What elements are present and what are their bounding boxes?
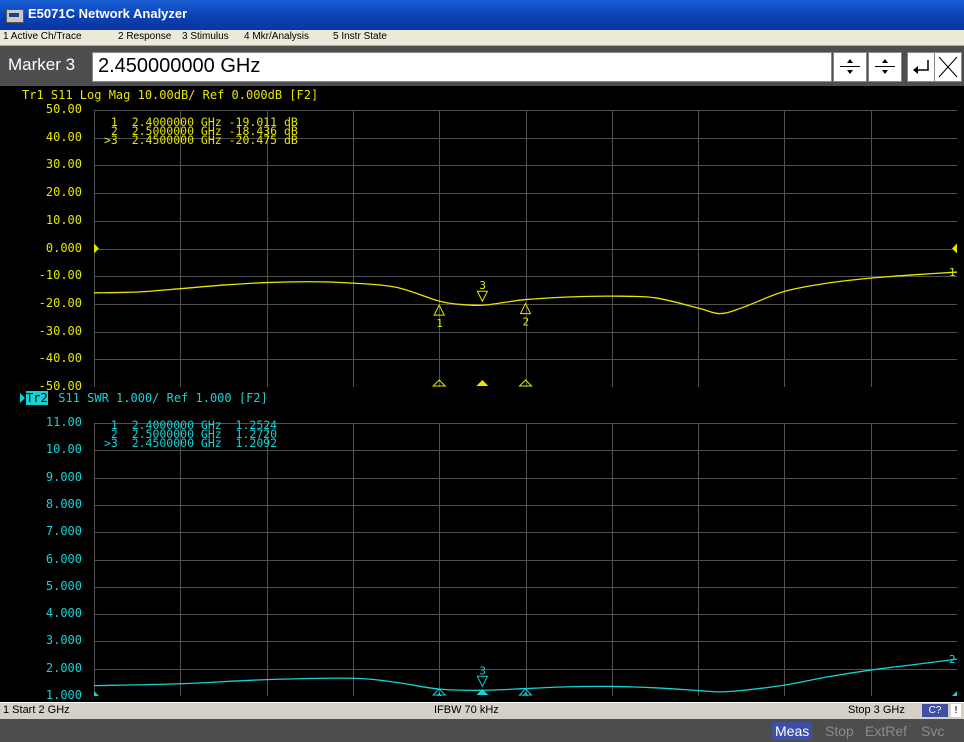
y-tick-label: 2.000 xyxy=(45,660,82,675)
trace-line xyxy=(94,271,957,315)
y-tick-label: 3.000 xyxy=(45,633,82,648)
trace1-marker-1-readout: 1 2.4000000 GHz -19.011 dB xyxy=(104,115,298,129)
menu-active-ch-trace[interactable]: 1 Active Ch/Trace xyxy=(3,31,82,42)
coarse-spin-button[interactable] xyxy=(833,52,867,82)
y-tick-label: 20.00 xyxy=(45,185,82,200)
menu-instr-state[interactable]: 5 Instr State xyxy=(333,31,387,42)
trace2-marker-3-readout: >3 2.4500000 GHz 1.2092 xyxy=(104,436,278,450)
y-tick-label: 5.000 xyxy=(45,578,82,593)
marker-3-triangle xyxy=(476,290,489,303)
ifbw-setting[interactable]: IFBW 70 kHz xyxy=(434,704,499,716)
marker-position-indicator xyxy=(476,689,489,695)
y-tick-label: 0.000 xyxy=(45,240,82,255)
marker-3-label: 3 xyxy=(479,279,486,292)
marker-2-label: 2 xyxy=(523,316,530,329)
reference-line-right-marker xyxy=(952,691,957,696)
marker-position-indicator xyxy=(518,688,533,696)
trace2-marker-2-readout: 2 2.5000000 GHz 1.2720 xyxy=(104,427,278,441)
y-tick-label: 1.000 xyxy=(45,688,82,702)
stop-frequency[interactable]: Stop 3 GHz xyxy=(848,704,905,716)
down-arrow-icon xyxy=(847,70,853,74)
y-tick-label: -30.00 xyxy=(38,323,82,338)
trace1-plot[interactable]: 1 1 2 3 xyxy=(94,110,957,387)
marker-position-indicator xyxy=(476,380,489,386)
marker-position-indicator xyxy=(431,688,447,696)
marker-1-triangle xyxy=(433,304,446,316)
trace1-header[interactable]: Tr1 S11 Log Mag 10.00dB/ Ref 0.000dB [F2… xyxy=(22,88,319,102)
y-tick-label: 4.000 xyxy=(45,606,82,621)
y-tick-label: 10.00 xyxy=(45,212,82,227)
y-tick-label: -50.00 xyxy=(38,379,82,393)
entry-bar: Marker 3 2.450000000 GHz xyxy=(0,46,964,86)
close-entry-button[interactable] xyxy=(934,52,962,82)
trace2-marker-1-readout: 1 2.4000000 GHz 1.2524 xyxy=(104,418,278,432)
y-tick-label: 7.000 xyxy=(45,524,82,539)
trace1-marker-3-readout: >3 2.4500000 GHz -20.475 dB xyxy=(104,133,298,147)
marker-position-indicator xyxy=(431,379,447,387)
window-title: E5071C Network Analyzer xyxy=(28,6,188,21)
reference-line-right-marker xyxy=(952,243,957,254)
app-icon xyxy=(6,9,24,23)
reference-line-left-marker xyxy=(94,691,99,696)
marker-2-triangle xyxy=(519,302,532,315)
y-tick-label: -10.00 xyxy=(38,268,82,283)
reference-line-left-marker xyxy=(94,243,99,254)
y-tick-label: 8.000 xyxy=(45,496,82,511)
menu-bar: 1 Active Ch/Trace 2 Response 3 Stimulus … xyxy=(0,30,964,46)
marker-1-label: 1 xyxy=(436,317,443,330)
y-tick-label: 50.00 xyxy=(45,102,82,116)
active-trace-pointer-icon xyxy=(20,393,25,403)
y-tick-label: -40.00 xyxy=(38,351,82,366)
title-bar: E5071C Network Analyzer xyxy=(0,0,964,30)
trace2-header[interactable]: S11 SWR 1.000/ Ref 1.000 [F2] xyxy=(51,391,268,405)
marker-3-triangle xyxy=(476,675,489,688)
instrument-status-bar: Meas Stop ExtRef Svc xyxy=(0,719,964,742)
trace2-plot[interactable]: 2123 xyxy=(94,423,957,696)
y-tick-label: 30.00 xyxy=(45,157,82,172)
cal-status-badge: C? xyxy=(922,704,948,717)
y-tick-label: 6.000 xyxy=(45,551,82,566)
y-tick-label: -20.00 xyxy=(38,295,82,310)
up-arrow-icon xyxy=(882,59,888,63)
measurement-screen: Tr1 S11 Log Mag 10.00dB/ Ref 0.000dB [F2… xyxy=(6,87,964,702)
menu-response[interactable]: 2 Response xyxy=(118,31,172,42)
down-arrow-icon xyxy=(882,70,888,74)
svc-indicator: Svc xyxy=(921,723,945,739)
meas-indicator: Meas xyxy=(772,722,813,740)
channel-status-bar: 1 Start 2 GHz IFBW 70 kHz Stop 3 GHz C? … xyxy=(0,702,964,719)
warning-flag: ! xyxy=(951,704,961,717)
trace2-tag[interactable]: Tr2 xyxy=(26,391,48,405)
marker-position-indicator xyxy=(518,379,533,387)
y-tick-label: 9.000 xyxy=(45,469,82,484)
enter-button[interactable] xyxy=(907,52,935,82)
entry-value: 2.450000000 GHz xyxy=(98,55,261,77)
up-arrow-icon xyxy=(847,59,853,63)
marker-3-label: 3 xyxy=(479,664,486,677)
entry-label: Marker 3 xyxy=(8,55,76,74)
close-icon xyxy=(938,56,958,78)
y-tick-label: 11.00 xyxy=(45,415,82,429)
trace-line xyxy=(94,658,957,693)
fine-spin-button[interactable] xyxy=(868,52,902,82)
y-tick-label: 40.00 xyxy=(45,129,82,144)
menu-stimulus[interactable]: 3 Stimulus xyxy=(182,31,229,42)
enter-icon xyxy=(913,60,929,74)
trace-end-label: 1 xyxy=(949,266,956,279)
menu-mkr-analysis[interactable]: 4 Mkr/Analysis xyxy=(244,31,310,42)
trace-end-label: 2 xyxy=(949,653,956,666)
extref-indicator: ExtRef xyxy=(865,723,908,739)
start-frequency[interactable]: 1 Start 2 GHz xyxy=(3,704,70,716)
entry-value-field[interactable]: 2.450000000 GHz xyxy=(92,52,832,82)
stop-indicator: Stop xyxy=(825,723,854,739)
trace1-marker-2-readout: 2 2.5000000 GHz -18.436 dB xyxy=(104,124,298,138)
y-tick-label: 10.00 xyxy=(45,442,82,457)
